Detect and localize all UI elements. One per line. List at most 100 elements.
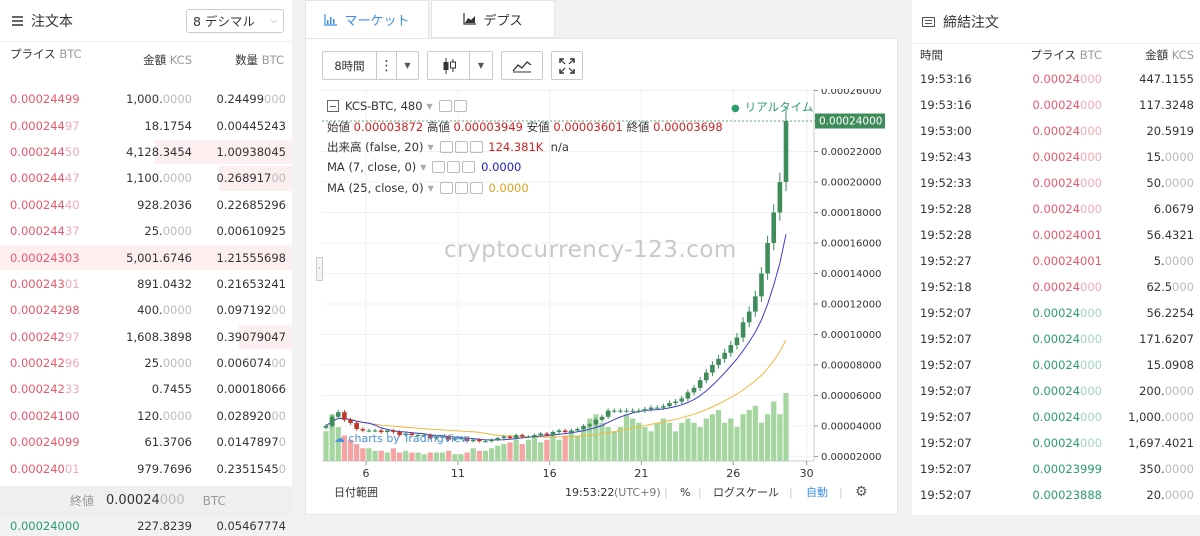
trade-time: 19:52:33 xyxy=(920,176,972,190)
ask-row[interactable]: 0.00024499 1,000.0000 0.24499000 xyxy=(0,86,292,112)
ask-row[interactable]: 0.00024100 120.0000 0.02892000 xyxy=(0,403,292,429)
candle-body xyxy=(354,422,359,429)
candle-body xyxy=(618,410,623,412)
auto-scale-toggle[interactable]: 自動 xyxy=(806,486,828,499)
date-range-button[interactable]: 日付範囲 xyxy=(334,486,378,499)
volume-bar xyxy=(458,454,464,461)
col-qty[interactable]: 数量 BTC xyxy=(235,53,284,67)
ask-row[interactable]: 0.00024296 25.0000 0.00607400 xyxy=(0,350,292,376)
trade-row: 19:53:00 0.00024000 20.5919 xyxy=(912,118,1200,144)
volume-bar xyxy=(513,439,519,461)
y-tick-label: 0.00016000 xyxy=(821,238,881,249)
trade-price: 0.00024000 xyxy=(1032,306,1102,320)
ask-price: 0.00024100 xyxy=(10,408,80,423)
settings-icon[interactable] xyxy=(454,141,468,153)
bid-row[interactable]: 0.00024000 227.8239 0.05467774 xyxy=(0,516,292,536)
ask-row[interactable]: 0.00024447 1,100.0000 0.26891700 xyxy=(0,165,292,191)
ask-row[interactable]: 0.00024233 0.7455 0.00018066 xyxy=(0,376,292,402)
ask-qty: 0.00445243 xyxy=(216,118,286,133)
close-icon[interactable] xyxy=(462,161,476,173)
ask-qty: 0.02892000 xyxy=(216,408,286,423)
volume-bar xyxy=(341,435,347,461)
close-icon[interactable] xyxy=(469,141,483,153)
collapse-legend-icon[interactable] xyxy=(327,100,339,112)
volume-bar xyxy=(452,454,458,461)
candle-body xyxy=(728,345,734,353)
volume-bar xyxy=(593,414,599,461)
chart-type-selector[interactable]: ▼ xyxy=(427,51,493,80)
log-scale-toggle[interactable]: ログスケール xyxy=(713,486,779,499)
ask-amount: 25.0000 xyxy=(144,224,192,239)
tradingview-logo[interactable]: ☁ charts by TradingView xyxy=(334,432,470,445)
eye-icon[interactable] xyxy=(439,141,453,153)
volume-bar xyxy=(562,435,568,461)
volume-value: 124.381K xyxy=(488,140,544,154)
ma7-label: MA (7, close, 0) xyxy=(327,160,417,174)
trade-time: 19:52:07 xyxy=(920,358,972,372)
volume-bar xyxy=(519,444,525,461)
volume-bar xyxy=(427,452,433,461)
price-chart[interactable]: 0.00002000 0.00004000 0.00006000 0.00008000… xyxy=(306,89,897,509)
volume-bar xyxy=(470,448,476,461)
ask-row[interactable]: 0.00024298 400.0000 0.09719200 xyxy=(0,297,292,323)
fullscreen-button[interactable] xyxy=(551,51,583,80)
eye-icon[interactable] xyxy=(439,182,453,194)
ohlc-high: 0.00003949 xyxy=(453,120,523,134)
ask-row[interactable]: 0.00024437 25.0000 0.00610925 xyxy=(0,218,292,244)
ask-price: 0.00024497 xyxy=(10,118,80,133)
candle-body xyxy=(440,436,445,438)
volume-bar xyxy=(752,405,758,461)
chevron-down-icon[interactable]: ▼ xyxy=(420,162,427,172)
percent-toggle[interactable]: % xyxy=(680,485,691,499)
chevron-down-icon[interactable]: ▼ xyxy=(426,101,433,111)
ask-row[interactable]: 0.00024301 891.0432 0.21653241 xyxy=(0,271,292,297)
ask-row[interactable]: 0.00024297 1,608.3898 0.39079047 xyxy=(0,324,292,350)
legend-ohlc-row: 始値 0.00003872 高値 0.00003949 安値 0.0000360… xyxy=(327,120,723,134)
ask-row[interactable]: 0.00024440 928.2036 0.22685296 xyxy=(0,192,292,218)
ask-row[interactable]: 0.00024099 61.3706 0.01478970 xyxy=(0,429,292,455)
trade-time: 19:52:07 xyxy=(920,332,972,346)
close-icon[interactable] xyxy=(469,182,483,194)
col-price[interactable]: プライス BTC xyxy=(10,47,82,61)
y-tick-label: 0.00004000 xyxy=(821,421,881,432)
trade-price: 0.00024000 xyxy=(1032,332,1102,346)
tab-market[interactable]: マーケット xyxy=(305,0,429,38)
candle-body xyxy=(519,435,525,437)
eye-icon[interactable] xyxy=(432,161,446,173)
eye-icon[interactable] xyxy=(438,100,452,112)
ask-row[interactable]: 0.00024450 4,128.3454 1.00938045 xyxy=(0,139,292,165)
ask-row[interactable]: 0.00024497 18.1754 0.00445243 xyxy=(0,112,292,138)
x-tick-label: 11 xyxy=(451,467,465,480)
order-book-title: 注文本 xyxy=(31,13,73,30)
ask-row[interactable]: 0.00024303 5,001.6746 1.21555698 xyxy=(0,244,292,270)
settings-icon[interactable] xyxy=(454,182,468,194)
chevron-down-icon[interactable]: ▼ xyxy=(404,61,411,70)
ask-row[interactable]: 0.00024001 979.7696 0.23515450 xyxy=(0,455,292,481)
keyboard-icon xyxy=(922,16,935,27)
col-amount[interactable]: 金額 KCS xyxy=(143,53,192,67)
trade-row: 19:52:07 0.00024000 171.6207 xyxy=(912,326,1200,352)
candle-body xyxy=(691,387,697,393)
ask-amount: 4,128.3454 xyxy=(126,144,192,159)
more-vertical-icon[interactable]: ⋮ xyxy=(377,52,397,79)
realtime-indicator: リアルタイム xyxy=(731,99,814,115)
chart-area[interactable]: 8時間 ⋮ ▼ ▼ 0.00 xyxy=(305,38,898,515)
volume-bar xyxy=(501,444,507,461)
indicators-button[interactable] xyxy=(501,51,543,80)
decimal-select[interactable]: 8 デシマル ⌵ xyxy=(186,8,284,33)
settings-icon[interactable] xyxy=(447,161,461,173)
gear-icon[interactable]: ⚙ xyxy=(855,484,868,500)
chevron-down-icon[interactable]: ▼ xyxy=(427,142,434,152)
trade-row: 19:52:28 0.00024001 56.4321 xyxy=(912,222,1200,248)
chevron-down-icon[interactable]: ▼ xyxy=(427,183,434,193)
y-tick-label: 0.00010000 xyxy=(821,330,881,341)
collapse-handle[interactable]: › xyxy=(316,257,323,281)
settings-icon[interactable] xyxy=(453,100,467,112)
interval-selector[interactable]: 8時間 ⋮ ▼ xyxy=(322,51,419,80)
timezone[interactable]: (UTC+9) xyxy=(614,485,661,499)
trade-row: 19:52:07 0.00024000 1,000.0000 xyxy=(912,404,1200,430)
chevron-down-icon[interactable]: ▼ xyxy=(477,61,485,70)
tab-depth[interactable]: デプス xyxy=(431,0,555,38)
candle-body xyxy=(605,410,611,417)
order-book-columns: プライス BTC 金額 KCS 数量 BTC xyxy=(0,42,292,86)
